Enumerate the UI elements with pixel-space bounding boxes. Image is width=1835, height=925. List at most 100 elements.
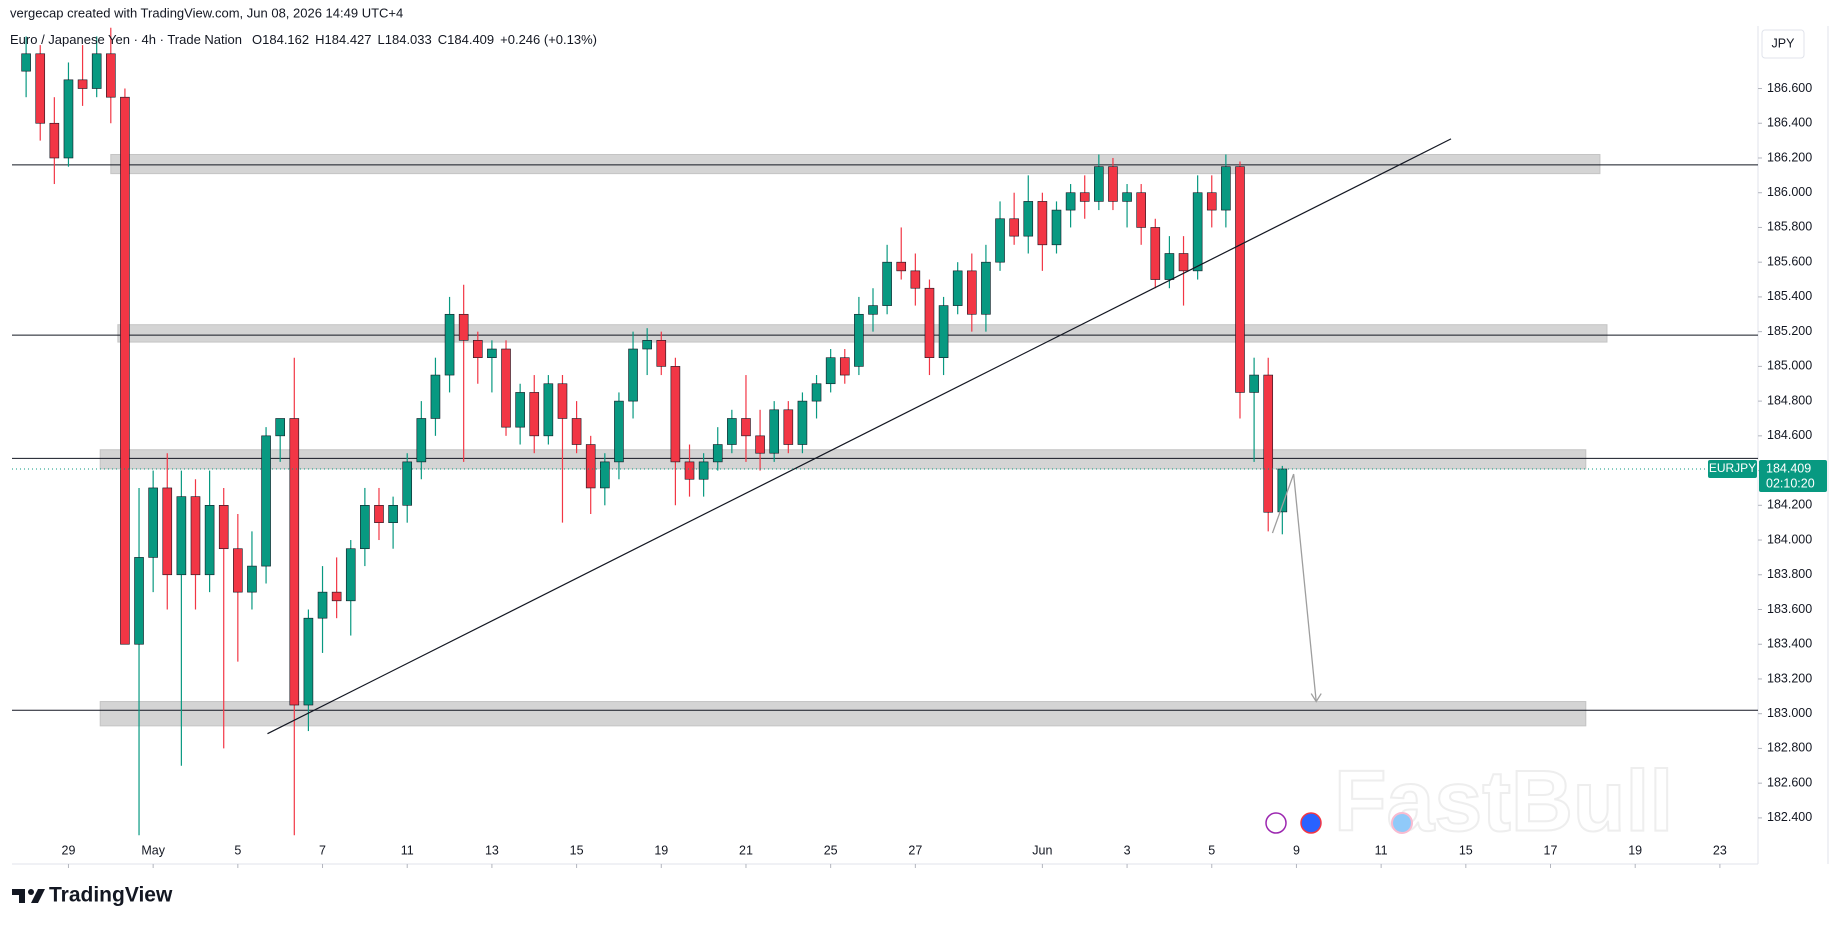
- candle-body: [1051, 209, 1062, 246]
- candle-body: [374, 505, 384, 523]
- candle-body: [769, 409, 779, 454]
- candle-body: [868, 305, 878, 315]
- candle-body: [614, 400, 624, 463]
- candle-body: [63, 79, 74, 159]
- candle-body: [543, 383, 554, 437]
- candle-body: [1079, 192, 1090, 202]
- candle-body: [1122, 192, 1132, 202]
- change: +0.246 (+0.13%): [500, 32, 597, 47]
- y-tick-label: 185.200: [1767, 324, 1812, 338]
- currency-box[interactable]: [1761, 29, 1805, 59]
- x-tick-label: 15: [1459, 843, 1473, 857]
- y-tick-label: 183.800: [1767, 567, 1812, 581]
- candle-body: [1065, 192, 1076, 211]
- candle-body: [120, 96, 130, 645]
- y-tick-label: 183.200: [1767, 671, 1812, 685]
- currency: JPY: [1772, 36, 1796, 50]
- event-icon[interactable]: [1265, 812, 1287, 834]
- candle-body: [882, 261, 892, 306]
- x-tick-label: 17: [1544, 843, 1558, 857]
- candle-body: [1178, 253, 1189, 272]
- x-tick-label: 5: [234, 843, 241, 857]
- x-tick-label: 3: [1124, 843, 1131, 857]
- candle-body: [77, 79, 88, 89]
- candle-body: [755, 435, 765, 454]
- candle-body: [49, 122, 60, 159]
- ohlc-value: 184.409: [447, 32, 494, 47]
- y-tick-label: 186.600: [1767, 81, 1812, 95]
- candle-body: [458, 313, 469, 341]
- candle-body: [388, 505, 398, 523]
- trend-line: [267, 138, 1452, 735]
- ohlc-value: 184.162: [262, 32, 309, 47]
- candle-body: [839, 357, 850, 376]
- candle-body: [345, 548, 356, 602]
- ohlc-value: 184.033: [385, 32, 432, 47]
- x-tick-label: 25: [824, 843, 838, 857]
- logo-dot: [28, 889, 34, 895]
- candle-body: [190, 496, 201, 576]
- x-tick-label: 13: [485, 843, 499, 857]
- x-tick-label: 9: [1293, 843, 1300, 857]
- candle-body: [1249, 374, 1259, 393]
- x-tick-label: 15: [570, 843, 584, 857]
- y-tick-label: 186.000: [1767, 185, 1812, 199]
- event-icon[interactable]: [1300, 812, 1322, 834]
- logo-icon: [12, 889, 45, 903]
- candle-body: [1206, 192, 1217, 211]
- event-icon[interactable]: [1391, 812, 1413, 834]
- candle-body: [656, 340, 667, 367]
- symbol-label: EURJPY: [1709, 461, 1756, 475]
- candle-body: [416, 418, 427, 463]
- candle-body: [967, 270, 977, 315]
- y-tick-label: 184.000: [1767, 532, 1812, 546]
- zone: [99, 701, 1587, 727]
- x-tick-label: 11: [401, 843, 414, 857]
- candle-body: [1037, 201, 1048, 246]
- candle-body: [402, 461, 413, 506]
- candle-body: [317, 591, 328, 619]
- candle-body: [472, 340, 483, 358]
- candle-body: [797, 400, 808, 445]
- candle-body: [289, 418, 300, 706]
- candle-body: [924, 287, 935, 358]
- y-tick-label: 186.400: [1767, 116, 1812, 130]
- candle-body: [1192, 192, 1203, 272]
- brand-logo: [12, 889, 45, 903]
- symbol-legend: Euro / Japanese Yen · 4h · Trade Nation O…: [10, 32, 597, 47]
- y-tick-label: 184.600: [1767, 428, 1812, 442]
- price-box: [1759, 460, 1827, 493]
- candle-body: [148, 487, 158, 558]
- x-tick-label: 19: [1628, 843, 1642, 857]
- candle-body: [1136, 192, 1146, 228]
- candle-body: [1150, 227, 1161, 280]
- zone: [110, 154, 1601, 175]
- watermark: FastBull: [1334, 754, 1673, 850]
- candle-body: [261, 435, 271, 567]
- candle-body: [995, 218, 1005, 263]
- x-tick-label: 21: [739, 843, 753, 857]
- candle-body: [91, 53, 102, 89]
- candle-body: [275, 418, 285, 437]
- countdown: 02:10:20: [1766, 476, 1815, 490]
- candle-body: [783, 409, 794, 445]
- y-tick-label: 185.600: [1767, 254, 1812, 268]
- candle-body: [331, 591, 342, 602]
- candle-body: [712, 444, 723, 463]
- candle-body: [430, 374, 441, 419]
- candle-body: [487, 348, 497, 358]
- x-tick-label: 29: [62, 843, 76, 857]
- price-label: 184.409: [1766, 461, 1811, 475]
- y-tick-label: 184.800: [1767, 393, 1812, 407]
- y-tick-label: 185.800: [1767, 220, 1812, 234]
- candle-body: [1023, 201, 1034, 237]
- candle-body: [600, 461, 610, 489]
- candle-body: [698, 461, 709, 480]
- candle-body: [1164, 253, 1175, 280]
- x-tick-label: 5: [1208, 843, 1215, 857]
- candle-body: [515, 392, 525, 428]
- candle-body: [501, 348, 511, 428]
- y-tick-label: 182.400: [1767, 810, 1812, 824]
